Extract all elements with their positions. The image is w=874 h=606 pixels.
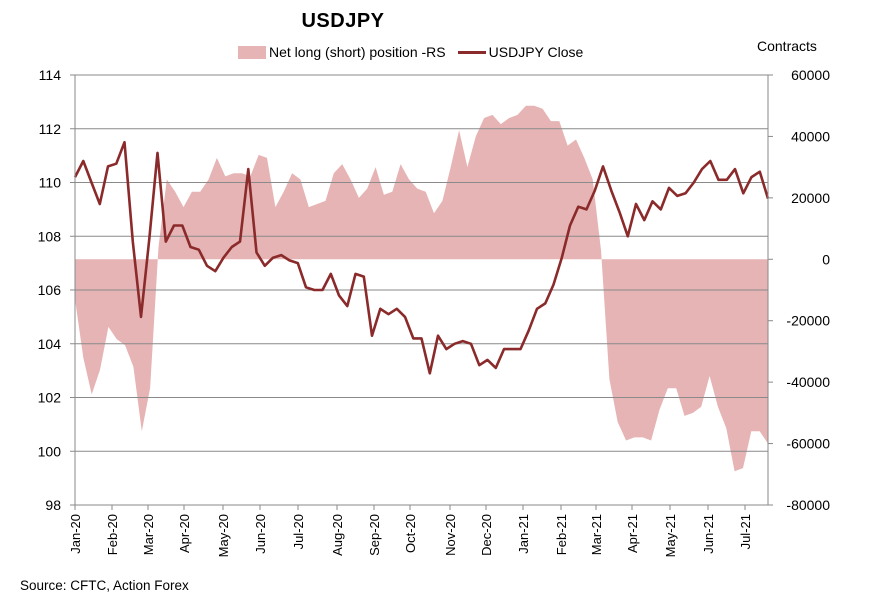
- x-tick-label: Jun-20: [253, 514, 268, 554]
- x-tick-label: Apr-21: [625, 514, 640, 553]
- right-tick-label: 0: [822, 251, 830, 267]
- usdjpy-close-line: [73, 140, 770, 375]
- position-area-layer: [75, 105, 768, 472]
- left-tick-label: 108: [38, 228, 62, 244]
- x-tick-label: Feb-21: [554, 514, 569, 555]
- x-tick-label: Jan-21: [516, 514, 531, 554]
- left-tick-label: 110: [39, 175, 62, 191]
- right-tick-label: -60000: [786, 436, 830, 452]
- legend-swatch-area: [238, 45, 266, 59]
- x-tick-label: Jan-20: [68, 514, 83, 554]
- x-tick-label: Dec-20: [479, 514, 494, 556]
- right-tick-label: 60000: [791, 67, 830, 83]
- left-tick-label: 106: [38, 282, 62, 298]
- right-tick-label: 20000: [791, 190, 830, 206]
- x-tick-label: Aug-20: [330, 514, 345, 556]
- x-tick-label: Mar-21: [589, 514, 604, 555]
- net-position-area: [75, 105, 768, 472]
- left-tick-label: 114: [39, 67, 62, 83]
- x-tick-label: May-21: [663, 514, 678, 557]
- legend-label-close: USDJPY Close: [488, 44, 584, 60]
- usdjpy-line-layer: [73, 140, 770, 375]
- x-tick-label: Oct-20: [403, 514, 418, 553]
- x-tick-label: Mar-20: [141, 514, 156, 555]
- left-tick-label: 104: [38, 336, 62, 352]
- right-tick-label: -40000: [786, 374, 830, 390]
- left-tick-label: 98: [45, 497, 61, 513]
- right-axis-label: Contracts: [757, 38, 817, 54]
- x-tick-label: Jul-20: [291, 514, 306, 549]
- x-tick-label: Jul-21: [738, 514, 753, 549]
- x-tick-label: Feb-20: [105, 514, 120, 555]
- axes: 114 112 110 108 106 104 102 100 98 60000 40000 2000…: [38, 67, 831, 557]
- source-note: Source: CFTC, Action Forex: [20, 578, 189, 593]
- x-tick-label: Apr-20: [177, 514, 192, 553]
- chart-title: USDJPY: [301, 10, 385, 32]
- right-tick-label: 40000: [791, 128, 830, 144]
- left-tick-label: 100: [38, 443, 62, 459]
- x-tick-label: Sep-20: [367, 514, 382, 556]
- right-tick-label: -80000: [786, 497, 830, 513]
- legend-swatch-line: [457, 50, 486, 54]
- right-tick-label: -20000: [786, 313, 830, 329]
- gridlines: [75, 74, 768, 506]
- left-tick-label: 112: [39, 121, 62, 137]
- x-tick-label: May-20: [216, 514, 231, 557]
- x-tick-label: Jun-21: [701, 514, 716, 554]
- legend: Net long (short) position -RS USDJPY Clo…: [238, 44, 583, 60]
- x-tick-label: Nov-20: [443, 514, 458, 556]
- left-tick-label: 102: [38, 390, 62, 406]
- legend-label-position: Net long (short) position -RS: [269, 44, 446, 60]
